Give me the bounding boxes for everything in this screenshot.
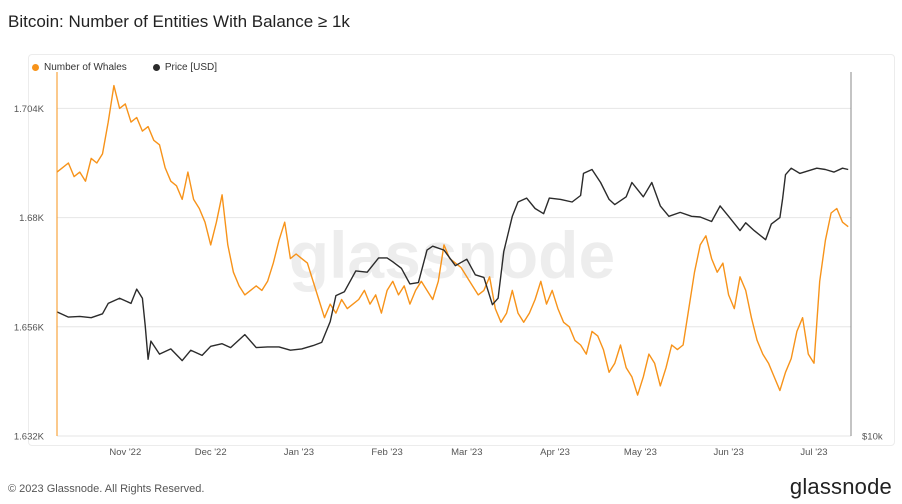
x-tick-label: Dec '22: [195, 447, 227, 458]
x-tick-label: Jun '23: [713, 447, 743, 458]
x-tick-label: Mar '23: [451, 447, 482, 458]
chart-panel: [28, 54, 895, 446]
legend-item-price[interactable]: Price [USD]: [152, 62, 218, 73]
y-left-tick-label: 1.632K: [14, 432, 45, 443]
grid-lines: [57, 107, 851, 437]
axis-labels: 1.632K 1.656K 1.68K 1.704K $10k Nov '22 Dec '2…: [14, 72, 883, 458]
legend-dot-price: [152, 64, 160, 71]
x-tick-label: Nov '22: [109, 447, 141, 458]
y-left-tick-label: 1.68K: [19, 213, 44, 224]
x-tick-label: Apr '23: [540, 447, 570, 458]
watermark-text: glassnode: [289, 218, 615, 292]
glassnode-logo[interactable]: glassnode: [789, 474, 892, 499]
x-tick-label: Feb '23: [371, 447, 402, 458]
legend-label-price: Price [USD]: [164, 62, 218, 73]
legend-dot-whales: [32, 64, 39, 71]
x-tick-label: May '23: [624, 447, 657, 458]
chart-title: Bitcoin: Number of Entities With Balance…: [8, 12, 350, 31]
x-tick-label: Jan '23: [284, 447, 314, 458]
legend: Number of Whales Price [USD]: [32, 62, 217, 73]
y-right-tick-label: $10k: [862, 432, 883, 443]
y-left-tick-label: 1.656K: [14, 322, 45, 333]
series-layer: [56, 84, 849, 396]
y-left-tick-label: 1.704K: [14, 104, 45, 115]
legend-item-whales[interactable]: Number of Whales: [32, 62, 127, 73]
copyright-text: © 2023 Glassnode. All Rights Reserved.: [8, 483, 205, 495]
x-tick-label: Jul '23: [800, 447, 827, 458]
legend-label-whales: Number of Whales: [44, 62, 127, 73]
series-line-price[interactable]: [56, 167, 849, 362]
